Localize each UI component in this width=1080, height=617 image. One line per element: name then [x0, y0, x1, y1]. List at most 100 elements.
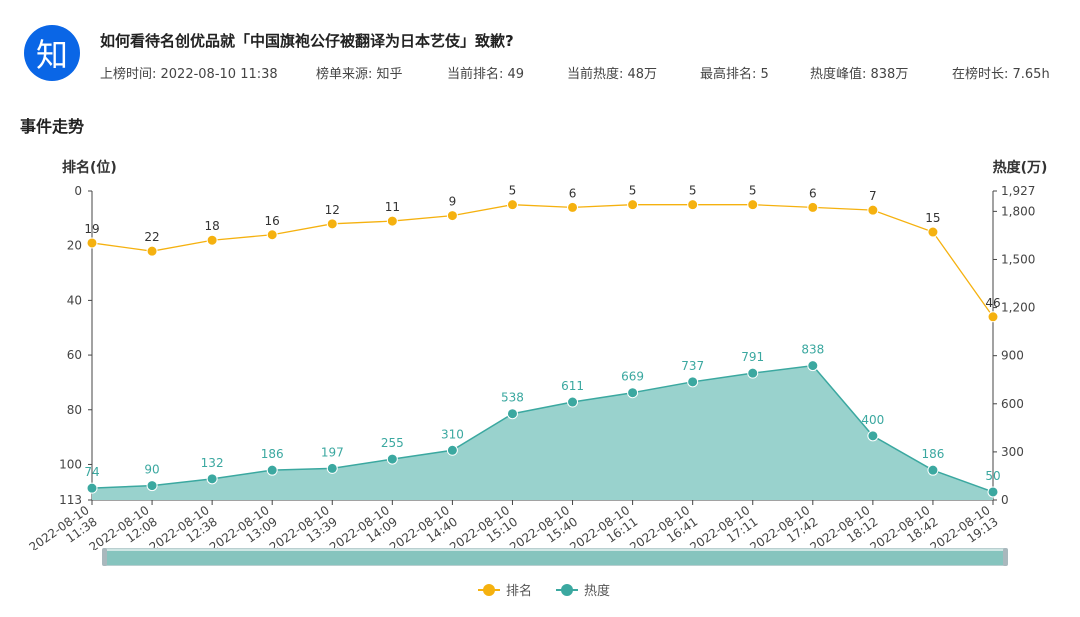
- meta-source: 榜单来源: 知乎: [316, 67, 403, 82]
- heat-data-label: 186: [921, 447, 944, 461]
- rank-data-label: 5: [629, 184, 637, 198]
- meta-list-time: 上榜时间: 2022-08-10 11:38: [100, 67, 278, 82]
- heat-point: [927, 464, 939, 476]
- right-tick-label: 1,927: [1001, 184, 1035, 198]
- rank-point: [506, 199, 518, 211]
- heat-data-label: 611: [561, 379, 584, 393]
- rank-data-label: 18: [204, 219, 219, 233]
- heat-data-label: 400: [861, 413, 884, 427]
- rank-data-label: 6: [809, 186, 817, 200]
- question-title[interactable]: 如何看待名创优品就「中国旗袍公仔被翻译为日本艺伎」致歉?: [100, 32, 514, 50]
- heat-data-label: 838: [801, 343, 824, 357]
- rank-point: [326, 218, 338, 230]
- chart-legend: 排名 热度: [478, 580, 610, 599]
- slider-right-handle[interactable]: [1003, 548, 1008, 566]
- heat-point: [146, 480, 158, 492]
- legend-item-rank[interactable]: 排名: [478, 580, 532, 599]
- rank-point: [867, 204, 879, 216]
- heat-point: [386, 453, 398, 465]
- rank-point: [567, 201, 579, 213]
- zoom-slider[interactable]: [102, 548, 1008, 566]
- heat-point: [687, 376, 699, 388]
- meta-current-rank: 当前排名: 49: [447, 67, 525, 82]
- heat-data-label: 74: [84, 465, 99, 479]
- rank-series-line: [91, 204, 994, 318]
- rank-data-label: 9: [449, 195, 457, 209]
- right-tick-label: 900: [1001, 349, 1024, 363]
- rank-point: [206, 234, 218, 246]
- section-title: 事件走势: [20, 117, 85, 136]
- heat-point: [86, 482, 98, 494]
- meta-duration: 在榜时长: 7.65h: [952, 67, 1050, 82]
- rank-data-label: 5: [749, 184, 757, 198]
- left-tick-label: 0: [74, 184, 82, 198]
- rank-point: [266, 229, 278, 241]
- rank-point: [627, 199, 639, 211]
- rank-data-label: 6: [569, 186, 577, 200]
- heat-data-label: 669: [621, 370, 644, 384]
- right-tick-label: 600: [1001, 397, 1024, 411]
- meta-current-heat: 当前热度: 48万: [567, 67, 658, 82]
- legend-rank-marker: [478, 583, 500, 596]
- heat-point: [807, 360, 819, 372]
- left-tick-label: 80: [67, 403, 82, 417]
- zhihu-logo: 知: [24, 25, 80, 81]
- heat-point: [506, 408, 518, 420]
- rank-point: [927, 226, 939, 238]
- meta-best-rank: 最高排名: 5: [700, 67, 769, 82]
- rank-point: [146, 245, 158, 257]
- heat-data-label: 737: [681, 359, 704, 373]
- left-tick-label: 100: [59, 457, 82, 471]
- heat-point: [987, 486, 999, 498]
- heat-data-label: 132: [201, 456, 224, 470]
- right-tick-label: 0: [1001, 493, 1009, 507]
- rank-data-label: 22: [144, 230, 159, 244]
- legend-heat-label: 热度: [584, 584, 611, 599]
- rank-point: [446, 210, 458, 222]
- heat-point: [266, 464, 278, 476]
- heat-data-label: 50: [985, 469, 1000, 483]
- rank-point: [747, 199, 759, 211]
- left-tick-label: 113: [59, 493, 82, 507]
- left-tick-label: 20: [67, 239, 82, 253]
- rank-data-label: 15: [925, 211, 940, 225]
- heat-point: [567, 396, 579, 408]
- heat-point: [326, 462, 338, 474]
- left-tick-label: 40: [67, 293, 82, 307]
- rank-data-label: 19: [84, 222, 99, 236]
- heat-point: [206, 473, 218, 485]
- heat-data-label: 255: [381, 436, 404, 450]
- right-tick-label: 1,200: [1001, 301, 1035, 315]
- right-axis-title: 热度(万): [993, 159, 1048, 176]
- heat-data-label: 186: [261, 447, 284, 461]
- meta-heat-peak: 热度峰值: 838万: [810, 67, 909, 82]
- legend-item-heat[interactable]: 热度: [556, 580, 610, 599]
- right-tick-label: 1,500: [1001, 252, 1035, 266]
- left-axis-title: 排名(位): [62, 159, 117, 176]
- rank-point: [807, 201, 819, 213]
- heat-data-label: 538: [501, 391, 524, 405]
- rank-point: [86, 237, 98, 249]
- rank-data-label: 12: [325, 203, 340, 217]
- heat-series-line: [91, 364, 994, 493]
- rank-data-label: 7: [869, 189, 877, 203]
- right-tick-label: 300: [1001, 445, 1024, 459]
- left-tick-label: 60: [67, 348, 82, 362]
- legend-heat-marker: [556, 583, 579, 596]
- rank-data-label: 16: [265, 214, 280, 228]
- heat-point: [747, 367, 759, 379]
- heat-data-label: 197: [321, 445, 344, 459]
- rank-data-label: 11: [385, 200, 400, 214]
- heat-point: [627, 387, 639, 399]
- rank-data-label: 5: [509, 184, 517, 198]
- rank-point: [987, 311, 999, 323]
- heat-point: [446, 444, 458, 456]
- zhihu-logo-text: 知: [35, 36, 68, 74]
- rank-point: [687, 199, 699, 211]
- heat-data-label: 791: [741, 350, 764, 364]
- heat-data-label: 310: [441, 427, 464, 441]
- heat-area: [92, 365, 993, 500]
- heat-point: [867, 430, 879, 442]
- heat-data-label: 90: [144, 463, 159, 477]
- slider-left-handle[interactable]: [102, 548, 107, 566]
